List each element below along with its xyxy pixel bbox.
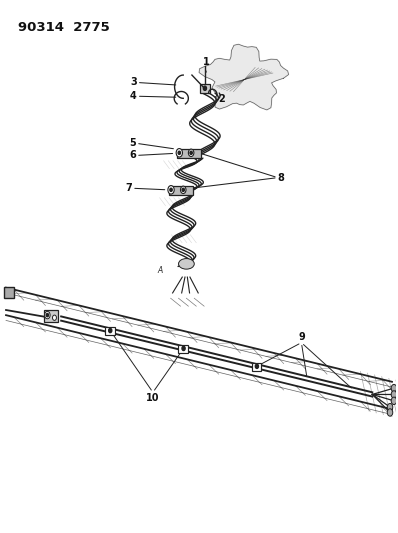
Circle shape: [45, 311, 50, 319]
Circle shape: [387, 403, 393, 411]
Circle shape: [182, 188, 184, 191]
Bar: [178, 345, 188, 353]
Circle shape: [182, 346, 185, 351]
Bar: [200, 84, 210, 93]
Circle shape: [53, 315, 57, 320]
Text: 2: 2: [218, 94, 224, 104]
Text: 6: 6: [129, 150, 136, 160]
Bar: [4, 287, 14, 298]
Circle shape: [168, 185, 174, 194]
Text: A: A: [158, 266, 163, 275]
Text: 90314  2775: 90314 2775: [18, 21, 109, 34]
Circle shape: [178, 151, 180, 155]
Circle shape: [46, 313, 49, 317]
Bar: [44, 310, 59, 322]
Circle shape: [391, 397, 397, 405]
Text: 1: 1: [203, 57, 209, 67]
Circle shape: [180, 186, 186, 193]
Bar: [252, 362, 261, 371]
Circle shape: [109, 328, 112, 333]
Text: 4: 4: [130, 91, 137, 101]
Circle shape: [203, 86, 207, 91]
Circle shape: [188, 149, 194, 157]
Text: 3: 3: [130, 77, 137, 87]
Text: 7: 7: [125, 183, 132, 193]
Circle shape: [256, 364, 258, 368]
Bar: [178, 149, 201, 158]
Text: 5: 5: [129, 138, 136, 148]
Text: 8: 8: [278, 173, 285, 183]
Circle shape: [176, 149, 182, 157]
Circle shape: [387, 409, 393, 416]
Circle shape: [190, 151, 192, 155]
Polygon shape: [199, 44, 289, 110]
Text: 10: 10: [146, 393, 160, 403]
Text: 9: 9: [298, 332, 305, 342]
Bar: [169, 186, 193, 195]
Circle shape: [170, 188, 172, 191]
Ellipse shape: [179, 259, 194, 269]
Circle shape: [391, 384, 397, 392]
Circle shape: [391, 391, 397, 398]
Bar: [105, 327, 115, 335]
